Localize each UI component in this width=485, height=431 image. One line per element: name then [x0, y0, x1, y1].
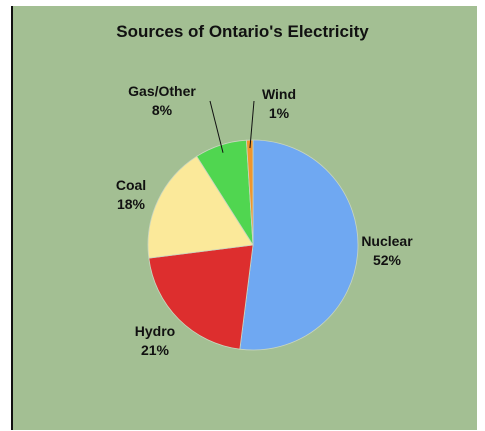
pie-slice-coal	[147, 155, 254, 259]
pie-slices	[147, 139, 359, 351]
pie-slice-wind	[245, 139, 254, 246]
chart-title: Sources of Ontario's Electricity	[116, 22, 369, 41]
slice-label-coal: Coal	[116, 177, 146, 193]
slice-label-wind: Wind	[262, 86, 296, 102]
leader-lines	[209, 100, 255, 153]
slice-value-hydro: 21%	[141, 342, 170, 358]
slice-value-nuclear: 52%	[373, 252, 402, 268]
slice-label-hydro: Hydro	[135, 323, 175, 339]
leader-line-gas-other	[209, 100, 224, 153]
slice-value-wind: 1%	[269, 105, 290, 121]
slice-value-gas-other: 8%	[152, 102, 173, 118]
pie-slice-hydro	[148, 244, 254, 350]
slice-value-coal: 18%	[117, 196, 146, 212]
pie-slice-nuclear	[239, 139, 359, 351]
slice-label-gas-other: Gas/Other	[128, 83, 196, 99]
slice-label-nuclear: Nuclear	[361, 233, 413, 249]
leader-line-wind	[249, 100, 255, 149]
